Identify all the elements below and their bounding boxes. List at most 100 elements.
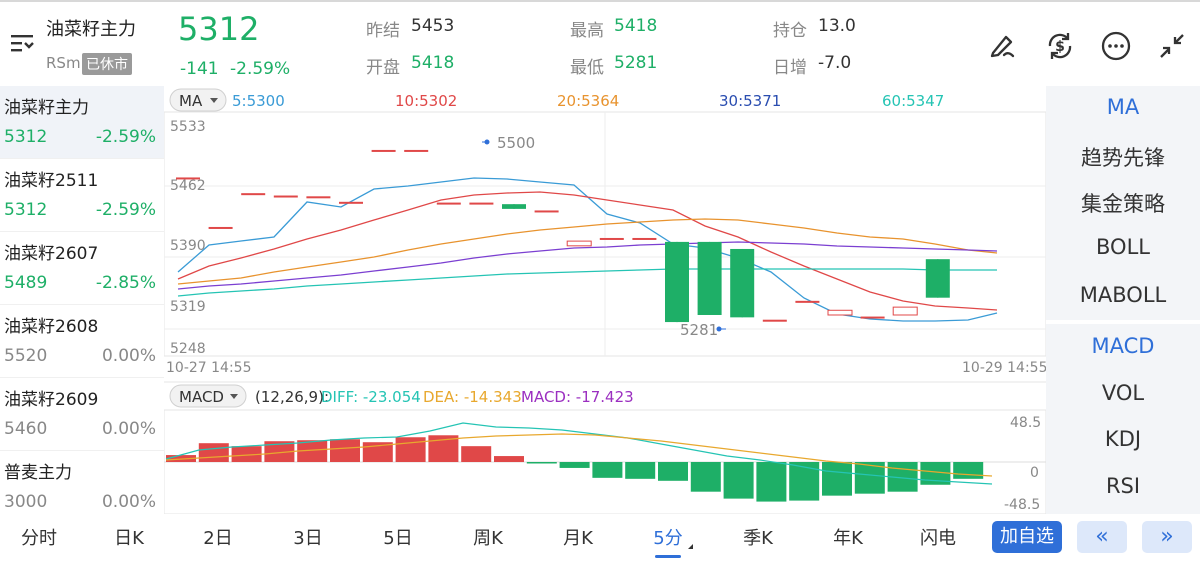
tab-monthly[interactable]: 月K <box>563 528 593 549</box>
macd-bar <box>592 462 623 478</box>
ma-legend-item: 60:5347 <box>882 92 944 110</box>
stat-label: 日增 <box>773 58 807 78</box>
indicator-maboll[interactable]: MABOLL <box>1079 283 1167 307</box>
contract-price: 5460 <box>4 419 48 439</box>
ma-indicator-select[interactable]: MA <box>169 88 227 112</box>
tab-yearly[interactable]: 年K <box>833 528 863 549</box>
price-change: -141 <box>180 59 219 79</box>
indicator-boll[interactable]: BOLL <box>1096 235 1150 259</box>
indicator-kdj[interactable]: KDJ <box>1104 427 1142 451</box>
status-badge: 已休市 <box>82 53 132 75</box>
panel-divider <box>1046 320 1200 324</box>
indicator-trend-pioneer[interactable]: 趋势先锋 <box>1081 146 1165 170</box>
indicator-vol[interactable]: VOL <box>1101 381 1145 405</box>
candle-series <box>176 149 950 323</box>
macd-y-tick: 48.5 <box>1010 415 1041 431</box>
stat-value: 5418 <box>411 53 455 73</box>
next-button[interactable]: » <box>1142 521 1192 553</box>
tab-5day[interactable]: 5日 <box>383 528 413 549</box>
macd-bar <box>231 446 262 462</box>
macd-diff: DIFF: -23.054 <box>321 388 421 406</box>
menu-icon[interactable] <box>10 32 36 56</box>
tab-quarterly[interactable]: 季K <box>743 528 773 549</box>
stat-value: 5281 <box>614 53 658 73</box>
contract-change: -2.59% <box>95 127 156 147</box>
ma-legend-item: 10:5302 <box>395 92 457 110</box>
tab-5min[interactable]: 5分 <box>633 524 703 558</box>
tab-2day[interactable]: 2日 <box>203 528 233 549</box>
caret-down-icon <box>688 544 693 549</box>
tab-flash[interactable]: 闪电 <box>920 528 956 549</box>
add-watchlist-button[interactable]: 加自选 <box>992 521 1062 553</box>
indicator-select-label: MACD <box>179 388 224 406</box>
more-icon[interactable] <box>1098 28 1134 64</box>
candle <box>665 241 689 323</box>
macd-bar <box>330 439 360 462</box>
contract-name: 油菜籽2511 <box>4 171 99 191</box>
high-price-label: 5500 <box>497 134 535 152</box>
tab-intraday[interactable]: 分时 <box>21 528 57 549</box>
sub-code: RSm <box>46 54 81 72</box>
kline-chart[interactable]: MA 5:5300 10:5302 20:5364 30:5371 60:534… <box>164 86 1046 514</box>
quote-header: 油菜籽主力 RSm 已休市 5312 -141 -2.59% 昨结 5453 最… <box>0 0 1200 88</box>
candle <box>371 149 396 152</box>
macd-bar <box>395 437 426 462</box>
list-item[interactable]: 普麦主力 3000 0.00% <box>0 451 164 514</box>
macd-value: MACD: -17.423 <box>521 388 634 406</box>
tab-3day[interactable]: 3日 <box>293 528 323 549</box>
macd-bar <box>822 462 852 496</box>
list-item[interactable]: 油菜籽主力 5312 -2.59% <box>0 86 164 159</box>
list-item[interactable]: 油菜籽2608 5520 0.00% <box>0 305 164 378</box>
macd-indicator-select[interactable]: MACD <box>169 384 247 408</box>
indicator-rsi[interactable]: RSI <box>1105 474 1141 498</box>
macd-diff-line <box>165 422 993 485</box>
candle <box>566 240 592 247</box>
macd-bar <box>658 462 688 481</box>
ma20-line <box>177 218 998 285</box>
contract-change: 0.00% <box>101 419 156 439</box>
candle <box>176 177 200 180</box>
tab-daily[interactable]: 日K <box>114 528 144 549</box>
indicator-ma[interactable]: MA <box>1106 95 1140 119</box>
list-item[interactable]: 油菜籽2607 5489 -2.85% <box>0 232 164 305</box>
pen-icon[interactable] <box>984 28 1020 64</box>
candle <box>273 195 298 198</box>
candle <box>827 309 853 316</box>
candle <box>925 259 950 298</box>
indicator-macd[interactable]: MACD <box>1091 334 1155 358</box>
y-tick-label: 5319 <box>170 299 206 315</box>
indicator-select-label: MA <box>179 92 203 110</box>
contract-name: 油菜籽主力 <box>46 19 136 40</box>
prev-button[interactable]: « <box>1077 521 1127 553</box>
currency-exchange-icon[interactable]: $ <box>1042 28 1078 64</box>
macd-bar <box>789 462 820 501</box>
ma-legend-item: 20:5364 <box>557 92 619 110</box>
caret-down-icon <box>210 98 218 103</box>
candle <box>860 316 885 319</box>
chart-area[interactable]: MA 5:5300 10:5302 20:5364 30:5371 60:534… <box>164 86 1046 514</box>
candle <box>469 202 494 205</box>
list-item[interactable]: 油菜籽2511 5312 -2.59% <box>0 159 164 232</box>
contract-change: 0.00% <box>101 346 156 366</box>
contract-price: 5312 <box>4 200 48 220</box>
period-tab-bar: 分时 日K 2日 3日 5日 周K 月K 5分 季K 年K 闪电 加自选 « » <box>0 514 1200 572</box>
macd-bar <box>362 442 393 462</box>
macd-histogram <box>166 435 984 502</box>
ma-legend-item: 5:5300 <box>232 92 285 110</box>
stat-label: 最高 <box>570 21 604 41</box>
contract-list: 油菜籽主力 5312 -2.59% 油菜籽2511 5312 -2.59% 油菜… <box>0 86 164 514</box>
stat-label: 最低 <box>570 58 604 78</box>
macd-bar <box>559 462 590 468</box>
list-item[interactable]: 油菜籽2609 5460 0.00% <box>0 378 164 451</box>
collapse-icon[interactable] <box>1154 28 1190 64</box>
tab-weekly[interactable]: 周K <box>473 528 503 549</box>
y-tick-label: 5462 <box>170 178 206 194</box>
low-price-label: 5281 <box>680 321 718 339</box>
macd-bar <box>526 462 557 464</box>
indicator-fund-strategy[interactable]: 集金策略 <box>1081 192 1165 216</box>
macd-bar <box>854 462 885 494</box>
y-tick-label: 5533 <box>170 119 206 135</box>
end-time-label: 10-29 14:55 <box>962 360 1046 376</box>
contract-price: 5312 <box>4 127 48 147</box>
stat-label: 昨结 <box>366 21 400 41</box>
